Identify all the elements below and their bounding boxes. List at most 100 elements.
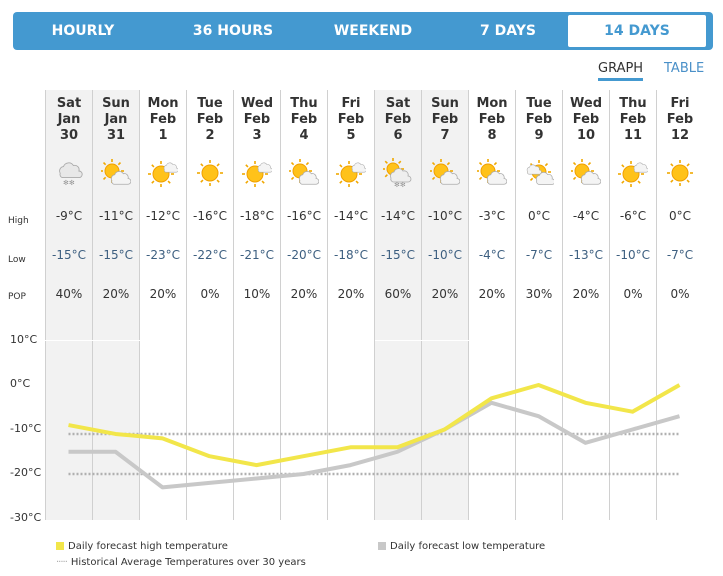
day-label: Sun Feb 7 [422, 96, 468, 144]
tab-7-days[interactable]: 7 DAYS [480, 23, 536, 39]
pop-value: 10% [243, 287, 271, 301]
low-row-label: Low [8, 255, 26, 265]
tab-36-hours[interactable]: 36 HOURS [192, 23, 274, 39]
day-month: Feb [431, 112, 459, 127]
high-temp: -11°C [99, 209, 133, 223]
day-column: Fri Feb 5 -14°C -18°C 20% [327, 90, 374, 520]
day-date: 8 [487, 128, 497, 143]
day-date: 7 [440, 128, 450, 143]
pop-value: 20% [478, 287, 506, 301]
svg-text:✻✻: ✻✻ [394, 181, 406, 188]
y-tick-label: -30°C [10, 510, 42, 524]
day-column: Sun Jan 31 -11°C -15°C 20% [92, 90, 139, 520]
pop-value: 0% [623, 287, 643, 301]
y-tick-label: 10°C [10, 332, 38, 346]
tab-hourly[interactable]: HOURLY [51, 23, 115, 39]
partly-cloudy-icon [570, 158, 602, 188]
day-month: Feb [572, 112, 600, 127]
low-temp: -18°C [334, 248, 368, 262]
day-of-week: Fri [341, 96, 361, 111]
table-view-link[interactable]: TABLE [664, 61, 705, 76]
low-temp: -7°C [525, 248, 553, 262]
tab-14-days[interactable]: 14 DAYS [568, 15, 706, 47]
day-month: Jan [57, 112, 81, 127]
day-of-week: Sun [431, 96, 459, 111]
pop-value: 30% [525, 287, 553, 301]
day-column: Sat Jan 30 ✻✻ -9°C -15°C 40% [45, 90, 92, 520]
day-of-week: Thu [619, 96, 647, 111]
day-month: Feb [384, 112, 412, 127]
legend-high-label: Daily forecast high temperature [68, 541, 228, 552]
y-tick-label: -10°C [10, 421, 42, 435]
day-label: Tue Feb 9 [516, 96, 562, 144]
day-date: 12 [670, 128, 690, 143]
partly-cloudy-icon [100, 158, 132, 188]
day-date: 9 [534, 128, 544, 143]
high-temp: 0°C [668, 209, 691, 223]
mostly-sunny-icon [618, 158, 649, 188]
day-month: Feb [290, 112, 318, 127]
low-temp: -15°C [99, 248, 133, 262]
partly-cloudy-icon [429, 158, 461, 188]
mostly-sunny-icon [148, 158, 179, 188]
day-month: Feb [196, 112, 224, 127]
high-temp: -4°C [572, 209, 600, 223]
high-temp: -16°C [193, 209, 227, 223]
day-month: Feb [243, 112, 271, 127]
day-date: 31 [106, 128, 126, 143]
day-of-week: Fri [670, 96, 690, 111]
day-of-week: Mon [147, 96, 179, 111]
mostly-sunny-icon [336, 158, 367, 188]
low-temp: -10°C [616, 248, 650, 262]
high-temp: -6°C [619, 209, 647, 223]
low-temp: -21°C [240, 248, 274, 262]
pop-value: 20% [337, 287, 365, 301]
day-month: Feb [525, 112, 553, 127]
pop-row-label: POP [8, 292, 26, 302]
pop-value: 20% [572, 287, 600, 301]
day-label: Sat Jan 30 [46, 96, 92, 144]
day-label: Sat Feb 6 [375, 96, 421, 144]
day-label: Wed Feb 3 [234, 96, 280, 144]
day-column: Mon Feb 8 -3°C -4°C 20% [468, 90, 515, 520]
low-temp-line [68, 400, 681, 490]
day-month: Feb [666, 112, 694, 127]
day-of-week: Thu [290, 96, 318, 111]
pop-value: 40% [55, 287, 83, 301]
high-temp: -14°C [334, 209, 368, 223]
legend-low-label: Daily forecast low temperature [390, 541, 546, 552]
day-column: Thu Feb 4 -16°C -20°C 20% [280, 90, 327, 520]
day-month: Jan [104, 112, 128, 127]
svg-text:✻✻: ✻✻ [63, 179, 75, 187]
day-column: Thu Feb 11 -6°C -10°C 0% [609, 90, 656, 520]
high-temp: -16°C [287, 209, 321, 223]
graph-view-link[interactable]: GRAPH [598, 61, 644, 81]
day-date: 3 [252, 128, 262, 143]
day-date: 6 [393, 128, 403, 143]
day-label: Mon Feb 8 [469, 96, 515, 144]
day-of-week: Tue [197, 96, 223, 111]
day-label: Mon Feb 1 [140, 96, 186, 144]
pop-value: 20% [431, 287, 459, 301]
high-temp-line [68, 383, 681, 468]
tab-weekend[interactable]: WEEKEND [333, 23, 413, 39]
pop-value: 20% [290, 287, 318, 301]
day-date: 4 [299, 128, 309, 143]
high-temp: -10°C [428, 209, 462, 223]
low-temp: -13°C [569, 248, 603, 262]
day-date: 30 [59, 128, 79, 143]
day-of-week: Tue [526, 96, 552, 111]
day-column: Tue Feb 2 -16°C -22°C 0% [186, 90, 233, 520]
day-column: Fri Feb 12 0°C -7°C 0% [656, 90, 703, 520]
low-temp: -4°C [478, 248, 506, 262]
pop-value: 20% [102, 287, 130, 301]
sunny-icon [195, 158, 225, 188]
day-of-week: Sat [385, 96, 411, 111]
legend-historical: ····· Historical Average Temperatures ove… [56, 557, 306, 568]
day-date: 11 [623, 128, 643, 143]
day-date: 2 [205, 128, 215, 143]
sunny-icon [665, 158, 695, 188]
day-of-week: Wed [241, 96, 273, 111]
day-date: 5 [346, 128, 356, 143]
